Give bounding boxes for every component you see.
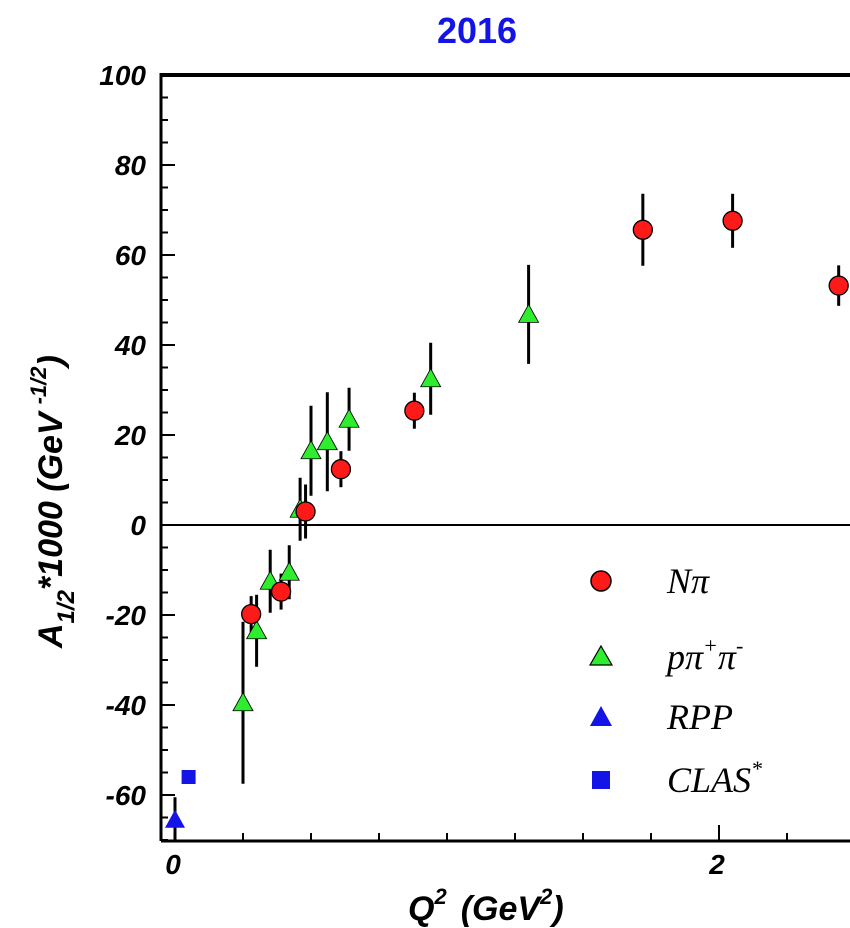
y-tick-label: 100 [99,60,146,91]
x-tick-labels: 024 [165,849,725,880]
y-axis-label-a: A [32,623,70,649]
y-tick-label: -20 [106,600,147,631]
legend-label-clas-main: CLAS [667,760,751,800]
y-tick-label: 40 [114,330,147,361]
legend-label-ppipi: pπ+π- [664,633,743,677]
data-point-npi [241,603,262,625]
data-point-npi [404,400,425,421]
data-point-ppipi [338,408,360,428]
data-markers [165,210,849,828]
legend-label-ppipi-main: pπ [664,637,704,677]
y-tick-label: -40 [106,690,147,721]
y-tick-label: 80 [115,150,147,181]
legend-label-npi: Nπ [666,561,710,601]
y-tick-label: -60 [106,780,147,811]
data-point-rpp [165,809,185,828]
legend-label-ppipi-sup2: - [736,633,743,658]
data-point-ppipi [278,561,300,581]
data-point-npi [632,219,653,240]
data-point-ppipi [420,367,442,388]
y-axis-label-close: ) [32,355,70,369]
data-point-clas [181,770,196,784]
y-tick-label: 0 [130,510,146,541]
data-point-ppipi [300,439,322,460]
y-axis-label: A1/2*1000 (GeV -1/2) [26,355,80,649]
legend-marker-npi [590,570,612,592]
legend-marker-rpp [590,706,612,726]
x-axis-label: Q2 (GeV2) [408,884,564,928]
legend: Nπ pπ+π- RPP CLAS* [588,561,762,800]
y-tick-labels: 100 80 60 40 20 0 -20 -40 -60 [99,60,146,811]
legend-label-ppipi-sup1: + [703,633,718,658]
data-point-npi [270,581,292,602]
legend-label-clas: CLAS* [667,756,762,800]
y-axis-label-sub: 1/2 [53,589,80,623]
data-point-ppipi [517,303,540,323]
y-tick-label: 20 [114,420,147,451]
x-tick-label: 2 [708,849,725,880]
x-axis-label-q: Q [408,890,434,928]
y-axis-label-sup: -1/2 [26,366,51,405]
data-point-ppipi [316,430,338,451]
y-ticks [161,74,175,841]
legend-marker-clas [592,771,610,789]
x-axis-label-q-sup: 2 [433,884,447,909]
data-point-npi [330,459,352,480]
x-ticks [174,825,788,841]
legend-label-ppipi-mid: π [718,637,737,677]
data-point-ppipi [245,619,268,640]
legend-marker-ppipi [588,644,614,666]
error-bars [173,193,841,843]
x-axis-label-close: ) [549,890,563,928]
x-tick-label: 0 [165,849,181,880]
data-point-npi [722,210,743,231]
plot-frame [159,73,850,843]
y-axis-label-mid: *1000 (GeV [32,409,70,590]
y-tick-label: 60 [115,240,147,271]
data-point-npi [828,275,849,296]
x-axis-label-units-sup: 2 [539,884,553,909]
legend-label-clas-sup: * [751,756,762,781]
data-point-ppipi [232,691,254,712]
chart-title: 2016 [437,10,517,51]
data-point-npi [295,501,316,522]
legend-label-rpp: RPP [666,697,733,737]
x-axis-label-units: (GeV [461,890,544,928]
